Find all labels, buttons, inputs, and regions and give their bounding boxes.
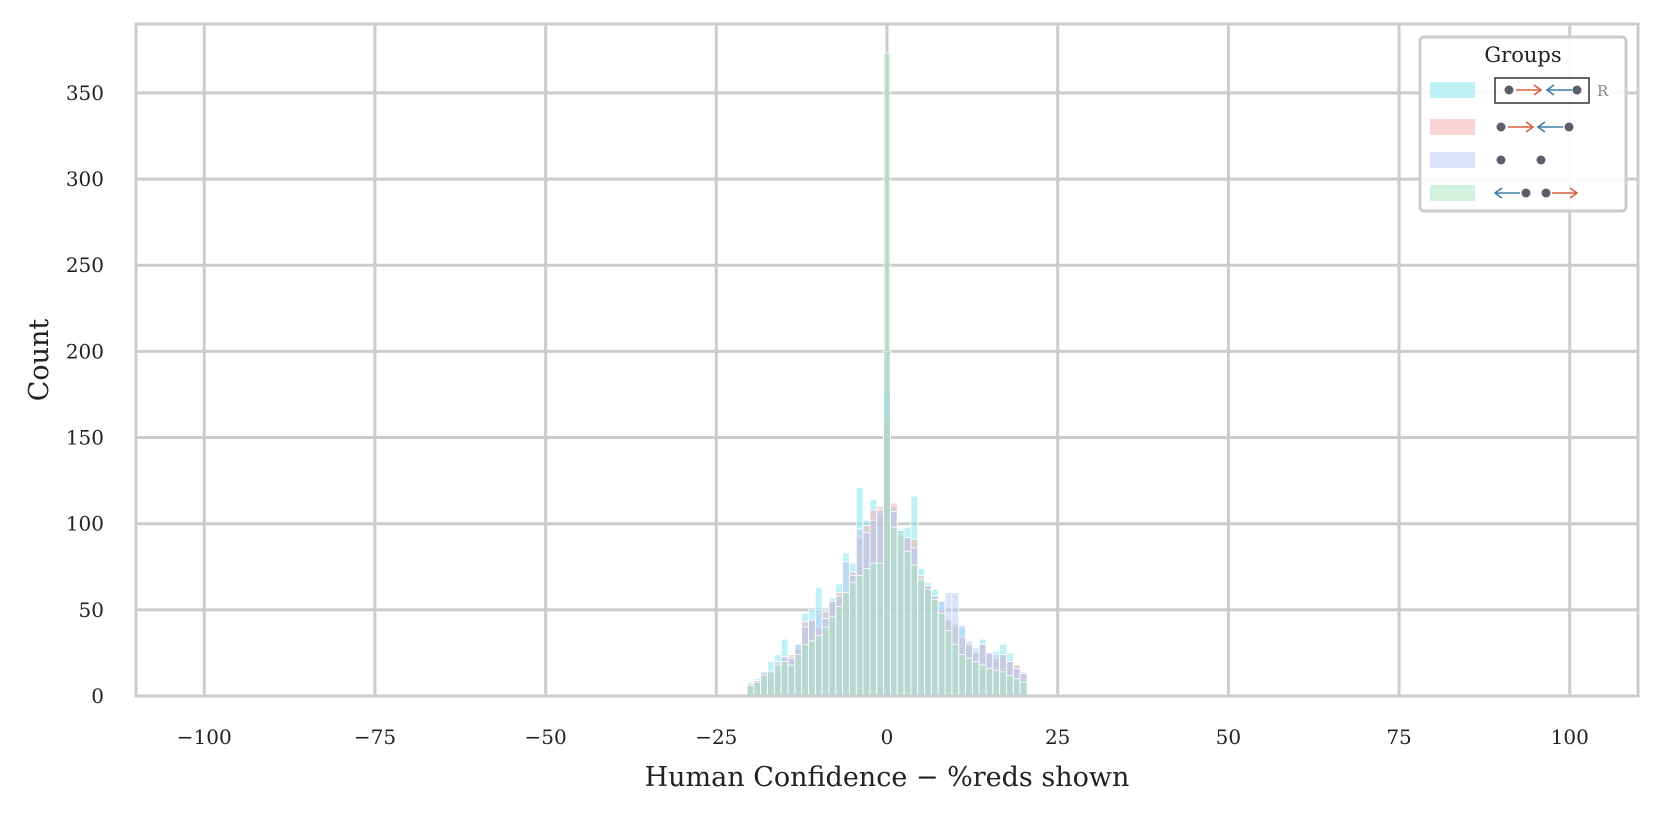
histogram-bar — [985, 668, 994, 697]
histogram-bar — [883, 52, 891, 697]
y-tick-label: 150 — [66, 426, 104, 450]
histogram-bar — [760, 674, 768, 697]
legend-arrowhead — [1493, 187, 1503, 199]
legend-dot — [1564, 122, 1574, 132]
histogram-bar — [746, 685, 755, 697]
legend-dot — [1572, 85, 1582, 95]
legend-dot — [1536, 155, 1546, 165]
legend-swatch — [1430, 119, 1475, 135]
x-axis-ticks: −100 −75 −50 −25 0 25 50 75 100 — [177, 725, 1589, 749]
histogram-bar — [808, 640, 816, 697]
y-tick-label: 300 — [66, 167, 104, 191]
x-tick-label: −25 — [695, 725, 737, 749]
histogram-bar — [753, 681, 762, 697]
histogram-bar — [930, 599, 939, 697]
histogram-bar — [849, 581, 857, 697]
y-tick-label: 350 — [66, 81, 104, 105]
histogram-bar — [944, 630, 953, 697]
histogram-bar — [876, 562, 884, 697]
legend-arrowhead — [1525, 121, 1535, 133]
y-tick-label: 0 — [91, 684, 104, 708]
legend-swatch — [1430, 185, 1475, 201]
histogram-bar — [767, 671, 775, 697]
histogram-bar — [903, 550, 912, 697]
y-tick-label: 100 — [66, 512, 104, 536]
x-tick-label: 25 — [1045, 725, 1070, 749]
legend-arrowhead — [1536, 121, 1546, 133]
histogram-bar — [965, 657, 973, 697]
histogram-bar — [821, 626, 830, 697]
y-tick-label: 200 — [66, 339, 104, 363]
legend-dot — [1496, 155, 1506, 165]
histogram-bar — [1019, 681, 1028, 697]
histogram-bar — [937, 612, 946, 697]
x-tick-label: −75 — [354, 725, 396, 749]
legend-arrowhead — [1533, 84, 1543, 96]
histogram-bar — [828, 616, 837, 697]
histogram-bar — [917, 578, 925, 697]
legend-dot — [1496, 122, 1506, 132]
legend: Groups R — [1418, 35, 1628, 213]
histogram-bar — [971, 661, 980, 697]
x-tick-label: 0 — [881, 725, 894, 749]
legend-title: Groups — [1484, 43, 1561, 67]
x-tick-label: 75 — [1386, 725, 1411, 749]
histogram-bar — [924, 588, 932, 697]
histogram-bar — [794, 654, 803, 697]
histogram-bar — [910, 564, 919, 697]
plot-frame — [134, 22, 1640, 698]
legend-annotation: R — [1597, 82, 1609, 100]
histogram-bar — [999, 671, 1007, 697]
y-tick-label: 50 — [79, 598, 104, 622]
histogram-bar — [896, 530, 905, 697]
legend-dot — [1504, 85, 1514, 95]
legend-swatch — [1430, 152, 1475, 168]
legend-arrowhead — [1569, 187, 1579, 199]
x-tick-label: −50 — [525, 725, 567, 749]
x-tick-label: 50 — [1216, 725, 1241, 749]
legend-dot — [1521, 188, 1531, 198]
histogram-bar — [869, 562, 878, 697]
legend-swatch — [1430, 82, 1475, 98]
x-axis-label: Human Confidence − %reds shown — [645, 762, 1130, 793]
histogram-bars — [746, 52, 1028, 697]
histogram-bar — [855, 574, 864, 697]
x-tick-label: −100 — [177, 725, 232, 749]
histogram-bar — [787, 664, 796, 697]
histogram-bar — [992, 669, 1001, 697]
y-axis-label: Count — [24, 319, 55, 402]
histogram-bar — [862, 568, 871, 697]
legend-highlight-box — [1494, 77, 1590, 104]
histogram-bar — [958, 654, 966, 697]
histogram-bar — [780, 661, 789, 697]
histogram-bar — [835, 606, 844, 697]
x-tick-label: 100 — [1551, 725, 1589, 749]
legend-arrowhead — [1545, 84, 1555, 96]
y-tick-label: 250 — [66, 253, 104, 277]
y-axis-ticks: 0 50 100 150 200 250 300 350 — [66, 81, 104, 708]
histogram-bar — [951, 643, 960, 697]
histogram-bar — [842, 592, 850, 697]
histogram-bar — [814, 635, 823, 697]
histogram-bar — [1012, 678, 1021, 697]
histogram-bar — [890, 526, 898, 697]
histogram-bar — [1006, 674, 1014, 697]
histogram-bar — [773, 664, 782, 697]
histogram-bar — [978, 664, 987, 697]
histogram-bar — [801, 643, 809, 697]
legend-dot — [1541, 188, 1551, 198]
